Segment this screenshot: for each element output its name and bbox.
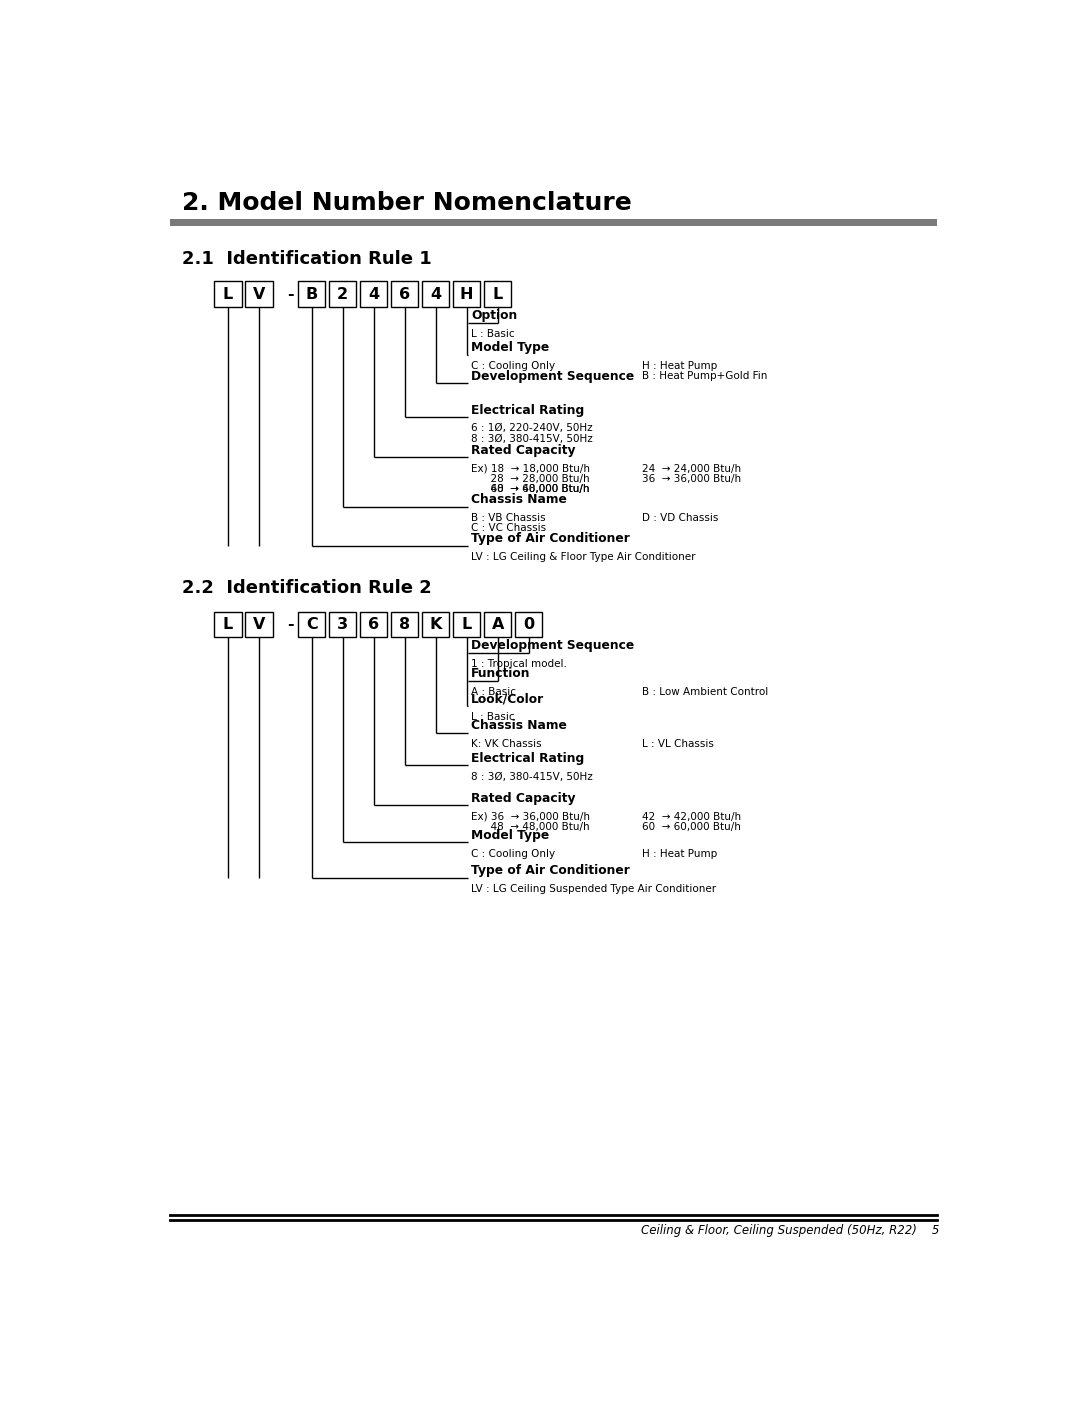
Text: C : VC Chassis: C : VC Chassis bbox=[471, 523, 546, 532]
FancyBboxPatch shape bbox=[515, 611, 542, 636]
Text: 6 : 1Ø, 220-240V, 50Hz: 6 : 1Ø, 220-240V, 50Hz bbox=[471, 423, 593, 434]
Text: V: V bbox=[253, 617, 266, 632]
Text: B: B bbox=[306, 287, 318, 302]
Text: 4: 4 bbox=[368, 287, 379, 302]
Text: B : Heat Pump+Gold Fin: B : Heat Pump+Gold Fin bbox=[642, 371, 767, 382]
Text: Development Sequence: Development Sequence bbox=[471, 639, 635, 652]
Text: Chassis Name: Chassis Name bbox=[471, 493, 567, 506]
FancyBboxPatch shape bbox=[391, 611, 418, 636]
Text: LV : LG Ceiling Suspended Type Air Conditioner: LV : LG Ceiling Suspended Type Air Condi… bbox=[471, 884, 716, 894]
Text: 8 : 3Ø, 380-415V, 50Hz: 8 : 3Ø, 380-415V, 50Hz bbox=[471, 771, 593, 781]
FancyBboxPatch shape bbox=[391, 281, 418, 306]
Text: 2.1  Identification Rule 1: 2.1 Identification Rule 1 bbox=[181, 250, 431, 268]
Text: L: L bbox=[222, 287, 233, 302]
Text: L : VL Chassis: L : VL Chassis bbox=[642, 739, 714, 749]
Text: Model Type: Model Type bbox=[471, 829, 550, 842]
Text: B : VB Chassis: B : VB Chassis bbox=[471, 513, 546, 523]
FancyBboxPatch shape bbox=[484, 611, 511, 636]
FancyBboxPatch shape bbox=[245, 611, 272, 636]
Text: H : Heat Pump: H : Heat Pump bbox=[642, 361, 717, 371]
Text: 8: 8 bbox=[400, 617, 410, 632]
Text: 2. Model Number Nomenclature: 2. Model Number Nomenclature bbox=[181, 191, 631, 215]
Text: L: L bbox=[492, 287, 503, 302]
FancyBboxPatch shape bbox=[360, 611, 388, 636]
Text: 48  → 48,000 Btu/h: 48 → 48,000 Btu/h bbox=[471, 822, 590, 832]
Text: 8 : 3Ø, 380-415V, 50Hz: 8 : 3Ø, 380-415V, 50Hz bbox=[471, 434, 593, 444]
Text: V: V bbox=[253, 287, 266, 302]
FancyBboxPatch shape bbox=[245, 281, 272, 306]
FancyBboxPatch shape bbox=[484, 281, 511, 306]
Text: 24  → 24,000 Btu/h: 24 → 24,000 Btu/h bbox=[642, 464, 741, 473]
Text: Ex) 36  → 36,000 Btu/h: Ex) 36 → 36,000 Btu/h bbox=[471, 812, 591, 822]
Text: C: C bbox=[306, 617, 318, 632]
FancyBboxPatch shape bbox=[454, 281, 481, 306]
Text: 36  → 36,000 Btu/h: 36 → 36,000 Btu/h bbox=[642, 473, 741, 483]
Text: 2: 2 bbox=[337, 287, 348, 302]
Text: 6: 6 bbox=[368, 617, 379, 632]
Text: Function: Function bbox=[471, 667, 531, 680]
Text: Development Sequence: Development Sequence bbox=[471, 370, 635, 382]
Text: 1 : Tropical model.: 1 : Tropical model. bbox=[471, 659, 567, 669]
Text: Model Type: Model Type bbox=[471, 341, 550, 354]
Text: Look/Color: Look/Color bbox=[471, 693, 544, 705]
FancyBboxPatch shape bbox=[215, 611, 242, 636]
Text: 60  → 60,000 Btu/h: 60 → 60,000 Btu/h bbox=[471, 485, 590, 495]
Text: Option: Option bbox=[471, 309, 517, 322]
Text: 0: 0 bbox=[523, 617, 535, 632]
Text: L : Basic: L : Basic bbox=[471, 329, 515, 339]
Text: LV : LG Ceiling & Floor Type Air Conditioner: LV : LG Ceiling & Floor Type Air Conditi… bbox=[471, 552, 696, 562]
Text: Chassis Name: Chassis Name bbox=[471, 719, 567, 732]
Text: B : Low Ambient Control: B : Low Ambient Control bbox=[642, 687, 768, 697]
Text: 48  → 48,000 Btu/h: 48 → 48,000 Btu/h bbox=[471, 485, 590, 495]
FancyBboxPatch shape bbox=[329, 611, 356, 636]
Text: 3: 3 bbox=[337, 617, 348, 632]
FancyBboxPatch shape bbox=[215, 281, 242, 306]
Text: 42  → 42,000 Btu/h: 42 → 42,000 Btu/h bbox=[642, 812, 741, 822]
Text: 2.2  Identification Rule 2: 2.2 Identification Rule 2 bbox=[181, 579, 431, 597]
Text: -: - bbox=[286, 617, 294, 632]
Text: Type of Air Conditioner: Type of Air Conditioner bbox=[471, 532, 631, 545]
Text: Ex) 18  → 18,000 Btu/h: Ex) 18 → 18,000 Btu/h bbox=[471, 464, 591, 473]
Text: C : Cooling Only: C : Cooling Only bbox=[471, 849, 555, 858]
FancyBboxPatch shape bbox=[454, 611, 481, 636]
FancyBboxPatch shape bbox=[422, 611, 449, 636]
Text: L: L bbox=[461, 617, 472, 632]
FancyBboxPatch shape bbox=[298, 281, 325, 306]
Bar bbox=[170, 219, 937, 226]
Text: 60  → 60,000 Btu/h: 60 → 60,000 Btu/h bbox=[642, 822, 741, 832]
Text: H: H bbox=[460, 287, 473, 302]
Text: D : VD Chassis: D : VD Chassis bbox=[642, 513, 718, 523]
Text: Electrical Rating: Electrical Rating bbox=[471, 403, 584, 416]
Text: K: K bbox=[430, 617, 442, 632]
Text: 6: 6 bbox=[400, 287, 410, 302]
Text: A : Basic: A : Basic bbox=[471, 687, 516, 697]
Text: L : Basic: L : Basic bbox=[471, 712, 515, 722]
Text: Type of Air Conditioner: Type of Air Conditioner bbox=[471, 864, 631, 877]
FancyBboxPatch shape bbox=[360, 281, 388, 306]
FancyBboxPatch shape bbox=[329, 281, 356, 306]
FancyBboxPatch shape bbox=[422, 281, 449, 306]
Text: Rated Capacity: Rated Capacity bbox=[471, 791, 576, 805]
Text: H : Heat Pump: H : Heat Pump bbox=[642, 849, 717, 858]
Text: Rated Capacity: Rated Capacity bbox=[471, 444, 576, 457]
Text: C : Cooling Only: C : Cooling Only bbox=[471, 361, 555, 371]
Text: -: - bbox=[286, 287, 294, 302]
Text: Electrical Rating: Electrical Rating bbox=[471, 752, 584, 764]
FancyBboxPatch shape bbox=[298, 611, 325, 636]
Text: 28  → 28,000 Btu/h: 28 → 28,000 Btu/h bbox=[471, 473, 590, 483]
Text: Ceiling & Floor, Ceiling Suspended (50Hz, R22)    5: Ceiling & Floor, Ceiling Suspended (50Hz… bbox=[642, 1224, 940, 1236]
Text: 4: 4 bbox=[430, 287, 442, 302]
Text: A: A bbox=[491, 617, 504, 632]
Text: K: VK Chassis: K: VK Chassis bbox=[471, 739, 542, 749]
Text: L: L bbox=[222, 617, 233, 632]
